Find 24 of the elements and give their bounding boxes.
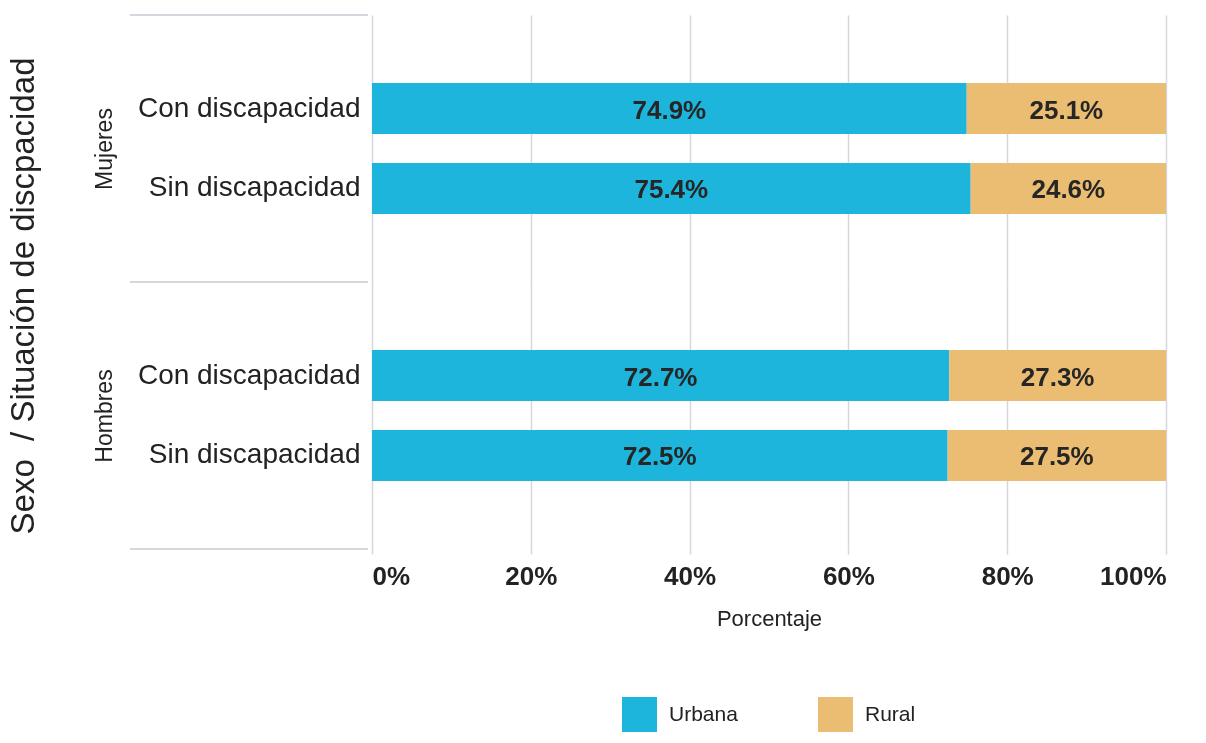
y-tick-label: Sin discapacidad	[148, 171, 361, 203]
x-axis-title: Porcentaje	[716, 605, 823, 631]
y-tick-label: Con discapacidad	[137, 358, 361, 390]
x-tick-label: 80%	[981, 560, 1034, 591]
x-tick-label: 60%	[822, 560, 875, 591]
text: Hombres	[90, 369, 117, 463]
x-tick-label: 100%	[1100, 560, 1167, 591]
legend-label: Urbana	[669, 701, 739, 725]
data-label: 72.5%	[622, 441, 697, 472]
data-label: 75.4%	[634, 174, 709, 205]
data-label: 72.7%	[623, 361, 698, 392]
legend-label: Rural	[865, 701, 916, 725]
text: Mujeres	[90, 108, 117, 190]
x-tick-label: 0%	[372, 560, 411, 591]
y-tick-label: Sin discapacidad	[148, 438, 361, 470]
y-tick-label: Con discapacidad	[137, 91, 361, 123]
data-label: 24.6%	[1031, 174, 1106, 205]
data-label: 27.5%	[1019, 441, 1094, 472]
x-tick-label: 40%	[664, 560, 717, 591]
data-label: 27.3%	[1020, 361, 1095, 392]
data-label: 74.9%	[632, 94, 707, 125]
y-axis-title: Sexo / Situación de discpacidad	[4, 57, 41, 535]
data-label: 25.1%	[1029, 94, 1104, 125]
x-tick-label: 20%	[505, 560, 558, 591]
